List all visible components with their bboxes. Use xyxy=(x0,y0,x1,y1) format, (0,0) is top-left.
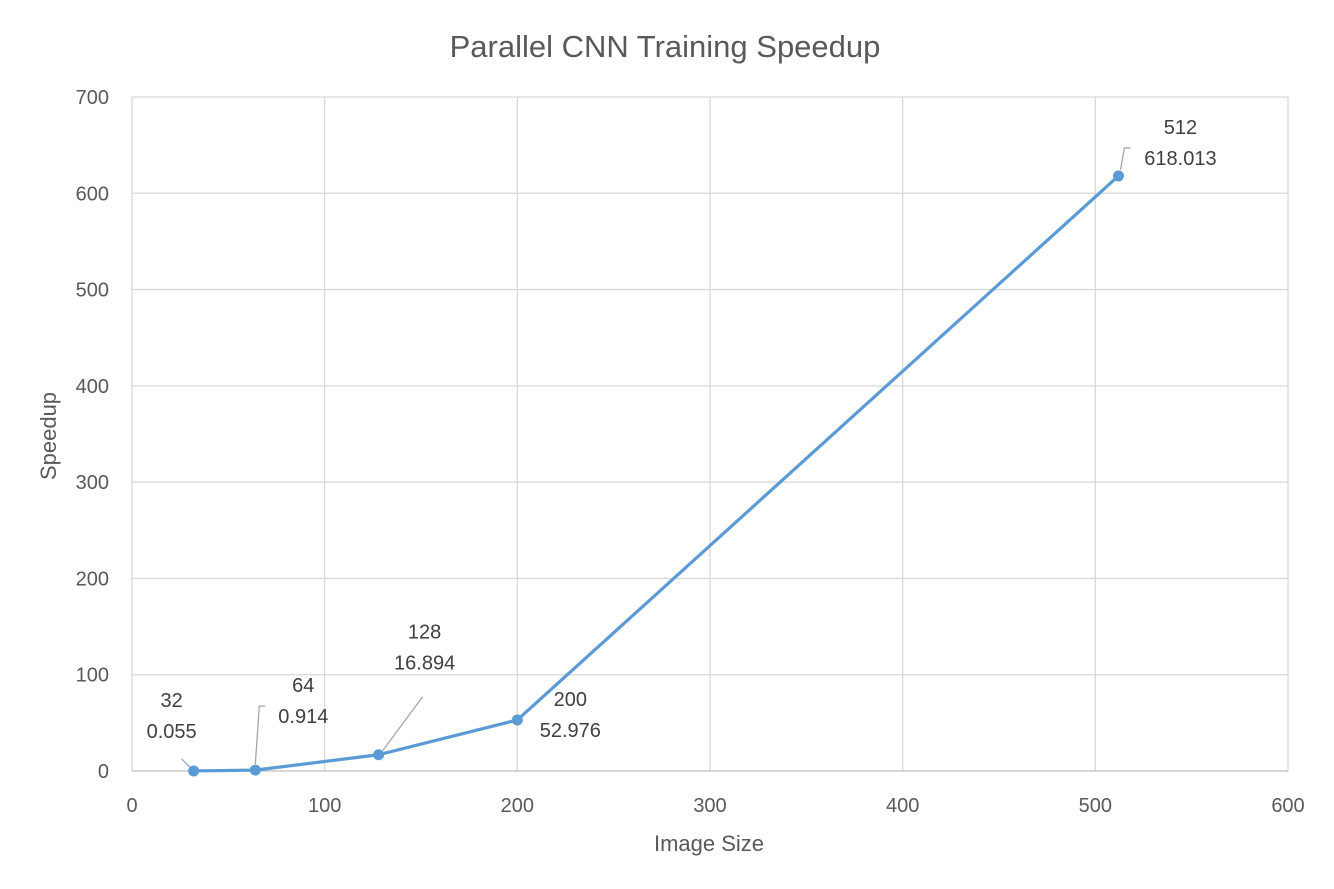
gridlines xyxy=(131,96,1289,772)
data-label: 64 0.914 xyxy=(278,675,328,728)
y-tick-label: 400 xyxy=(76,376,109,398)
y-tick-label: 200 xyxy=(76,568,109,590)
y-tick-label: 700 xyxy=(76,87,109,109)
y-axis-title: Speedup xyxy=(36,392,61,480)
data-labels: 32 0.055 64 0.914 128 16.894 200 52.976 512 618.0… xyxy=(147,117,1217,768)
data-point xyxy=(188,765,200,777)
data-point xyxy=(1112,170,1124,182)
chart-title: Parallel CNN Training Speedup xyxy=(450,29,881,64)
x-tick-label: 500 xyxy=(1079,795,1112,817)
data-point xyxy=(373,749,385,761)
x-tick-label: 200 xyxy=(501,795,534,817)
data-point xyxy=(511,714,523,726)
y-tick-label: 100 xyxy=(76,665,109,687)
data-label-leader xyxy=(254,705,266,765)
y-tick-label: 600 xyxy=(76,183,109,205)
x-tick-label: 300 xyxy=(693,795,726,817)
x-tick-label: 100 xyxy=(308,795,341,817)
y-tick-label: 500 xyxy=(76,280,109,302)
x-tick-label: 0 xyxy=(126,795,137,817)
x-tick-label: 600 xyxy=(1271,795,1304,817)
x-axis-title: Image Size xyxy=(654,831,764,856)
tick-labels: 0 100 200 300 400 500 600 0 100 200 300 400 500 600 70… xyxy=(76,87,1305,817)
series-line xyxy=(193,174,1120,773)
data-label-leader xyxy=(1119,147,1131,171)
data-point xyxy=(249,764,261,776)
data-label: 512 618.013 xyxy=(1144,117,1216,170)
y-tick-label: 0 xyxy=(98,761,109,783)
data-label: 32 0.055 xyxy=(147,690,197,743)
data-label-leader xyxy=(382,696,424,752)
data-label: 128 16.894 xyxy=(394,622,455,675)
data-label: 200 52.976 xyxy=(540,689,601,742)
data-label-leader xyxy=(181,758,191,768)
x-tick-label: 400 xyxy=(886,795,919,817)
y-tick-label: 300 xyxy=(76,472,109,494)
series xyxy=(188,170,1124,777)
